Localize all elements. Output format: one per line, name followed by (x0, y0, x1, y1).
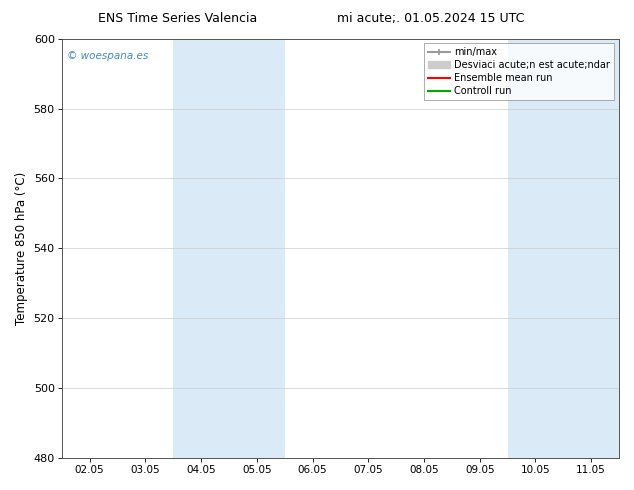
Text: ENS Time Series Valencia: ENS Time Series Valencia (98, 12, 257, 25)
Bar (508, 39, 619, 458)
Text: mi acute;. 01.05.2024 15 UTC: mi acute;. 01.05.2024 15 UTC (337, 12, 525, 25)
Text: © woespana.es: © woespana.es (67, 51, 148, 61)
Y-axis label: Temperature 850 hPa (°C): Temperature 850 hPa (°C) (15, 172, 28, 325)
Legend: min/max, Desviaci acute;n est acute;ndar, Ensemble mean run, Controll run: min/max, Desviaci acute;n est acute;ndar… (424, 44, 614, 100)
Bar (173, 39, 285, 458)
